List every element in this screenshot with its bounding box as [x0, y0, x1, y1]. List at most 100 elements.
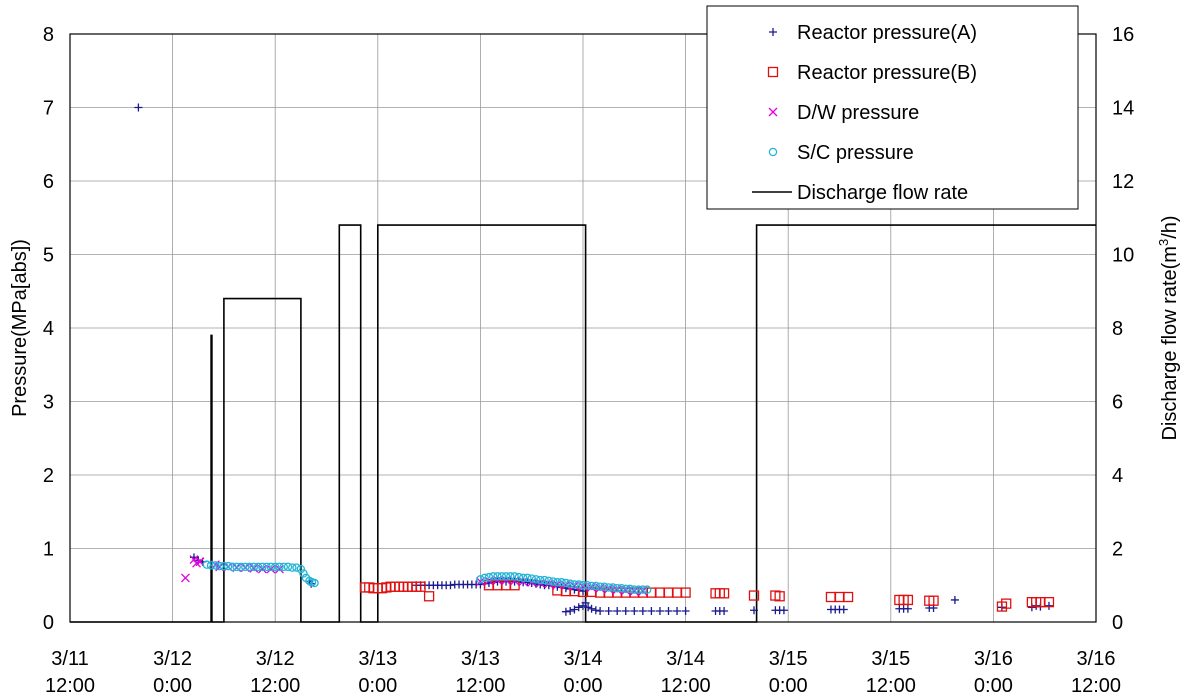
s-c-pressure-point [617, 583, 626, 593]
x-tick-label-date: 3/11 [51, 648, 88, 670]
x-tick-label-time: 12:00 [455, 675, 505, 697]
reactor-pressure-a-point [720, 606, 729, 615]
reactor-pressure-a-point [566, 606, 575, 615]
y-right-tick-label: 0 [1112, 612, 1123, 634]
s-c-pressure-point [497, 572, 507, 581]
x-tick-label-date: 3/15 [769, 648, 808, 670]
reactor-pressure-a-point [950, 595, 959, 604]
s-c-pressure-point [634, 585, 643, 594]
s-c-pressure-point [219, 561, 229, 571]
reactor-pressure-b-point [748, 590, 760, 601]
reactor-pressure-b-point [1001, 598, 1012, 609]
s-c-pressure-point [510, 572, 519, 581]
reactor-pressure-a-point [903, 604, 912, 613]
s-c-pressure-point [540, 575, 549, 585]
reactor-pressure-a-point [681, 606, 690, 615]
x-tick-label-time: 0:00 [769, 675, 808, 697]
legend-label: D/W pressure [797, 102, 919, 124]
plot-area-border [69, 33, 1097, 623]
legend-marker [768, 107, 778, 117]
s-c-pressure-point [531, 575, 541, 584]
y-left-tick-label: 8 [43, 24, 54, 46]
d-w-pressure-point [561, 580, 571, 590]
y-left-tick-label: 6 [43, 171, 54, 193]
s-c-pressure-point [600, 582, 609, 591]
s-c-pressure-point [275, 562, 284, 572]
s-c-pressure-point [604, 583, 613, 592]
s-c-pressure-point [310, 578, 319, 588]
legend-label: Reactor pressure(A) [797, 22, 977, 44]
legend-marker [767, 66, 779, 78]
x-tick-label-date: 3/12 [256, 648, 295, 670]
x-tick-label-time: 12:00 [1071, 675, 1121, 697]
reactor-pressure-a-point [574, 603, 583, 612]
x-tick-label-date: 3/12 [153, 648, 192, 670]
x-tick-label-time: 12:00 [45, 675, 95, 697]
reactor-pressure-a-point [581, 598, 590, 607]
y-right-tick-labels: 0 2 4 6 8 10 12 14 16 [1112, 24, 1134, 634]
discharge-flow-line [70, 224, 1096, 623]
reactor-pressure-a-point [655, 606, 664, 615]
y-left-tick-labels: 0 1 2 3 4 5 6 7 8 [43, 24, 54, 634]
d-w-pressure-point [475, 577, 485, 587]
reactor-pressure-b-point [928, 595, 939, 606]
s-c-pressure-point [578, 581, 588, 590]
reactor-pressure-b-point [842, 591, 854, 603]
d-w-pressure-point [595, 583, 605, 593]
y-right-tick-label: 12 [1112, 171, 1134, 193]
s-c-pressure-point [484, 572, 494, 582]
s-c-pressure-point [583, 581, 592, 590]
reactor-pressure-a-point [750, 606, 758, 615]
reactor-pressure-a-point [134, 103, 143, 112]
s-c-pressure-point [266, 562, 276, 572]
s-c-pressure-point [587, 581, 596, 591]
reactor-pressure-b-point [902, 594, 914, 606]
reactor-pressure-a-point [596, 606, 605, 615]
y-right-axis-title: Discharge flow rate(m3/h) [1156, 215, 1181, 440]
s-c-pressure-point [202, 560, 212, 569]
x-tick-labels: 3/11 12:00 3/12 0:00 3/12 12:00 3/13 0:00 3/13 12… [45, 648, 1121, 697]
reactor-pressure-a-point [570, 605, 579, 614]
y-right-tick-label: 14 [1112, 98, 1134, 120]
y-left-axis-title: Pressure(MPa[abs]) [9, 239, 31, 417]
y-right-tick-label: 16 [1112, 24, 1134, 46]
x-tick-label-date: 3/14 [564, 648, 603, 670]
y-right-tick-label: 8 [1112, 318, 1123, 340]
s-c-pressure-point [595, 582, 605, 591]
s-c-pressure-point [630, 585, 639, 594]
s-c-pressure-point [591, 581, 601, 591]
s-c-pressure-point [262, 562, 271, 572]
y-left-tick-label: 4 [43, 318, 54, 340]
y-right-tick-label: 4 [1112, 465, 1123, 487]
d-w-pressure-point [604, 584, 614, 594]
reactor-pressure-a-point [591, 606, 600, 615]
d-w-pressure-point [638, 586, 648, 596]
x-tick-label-time: 0:00 [153, 675, 192, 697]
x-tick-label-date: 3/16 [974, 648, 1013, 670]
y-left-tick-label: 7 [43, 98, 54, 120]
d-w-pressure-point [629, 586, 639, 596]
s-c-pressure-point [612, 583, 622, 593]
legend-marker [768, 147, 778, 157]
discharge-flow-rate-line [70, 224, 1096, 623]
x-tick-label-date: 3/14 [666, 648, 705, 670]
legend-label: Discharge flow rate [797, 182, 968, 204]
d-w-pressure-point [587, 582, 597, 592]
s-c-pressure-point [565, 579, 575, 589]
s-c-pressure-point [228, 562, 237, 572]
y-left-tick-label: 3 [43, 392, 54, 414]
s-c-pressure-point [523, 573, 532, 583]
d-w-pressure-point [275, 564, 284, 574]
s-c-pressure-point [223, 561, 233, 571]
legend-box [706, 5, 1079, 210]
y-left-tick-label: 0 [43, 612, 54, 634]
reactor-pressure-a-point [584, 603, 593, 612]
y-left-tick-label: 1 [43, 539, 54, 561]
s-c-pressure-point [292, 563, 301, 572]
y-left-tick-label: 5 [43, 245, 54, 267]
x-tick-label-time: 12:00 [250, 675, 300, 697]
reactor-pressure-b-point [718, 588, 730, 599]
legend: Reactor pressure(A) Reactor pressure(B) D/… [706, 5, 1079, 210]
reactor-pressure-b-point [415, 581, 426, 592]
x-tick-label-date: 3/13 [358, 648, 397, 670]
